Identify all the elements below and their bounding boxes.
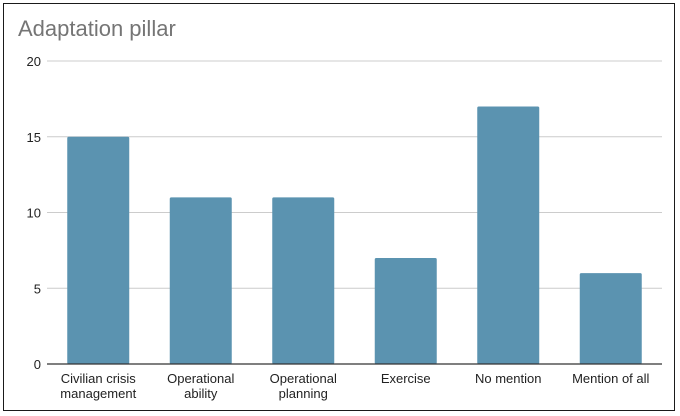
bar (169, 197, 232, 364)
y-tick-label: 20 (27, 54, 41, 69)
x-tick-label: Exercise (381, 371, 431, 386)
y-tick-label: 15 (27, 130, 41, 145)
x-tick-label: No mention (475, 371, 541, 386)
y-tick-label: 5 (34, 281, 41, 296)
x-tick-label: Operational planning (270, 371, 337, 401)
x-tick-label: Mention of all (572, 371, 649, 386)
bar (374, 257, 437, 364)
bar (477, 106, 540, 364)
bar (579, 273, 642, 364)
bar (67, 136, 130, 364)
chart-title: Adaptation pillar (18, 16, 176, 41)
x-tick-label: Civilian crisis management (60, 371, 136, 401)
y-tick-label: 0 (34, 357, 41, 372)
x-tick-label: Operational ability (167, 371, 234, 401)
bar (272, 197, 335, 364)
y-tick-label: 10 (27, 206, 41, 221)
